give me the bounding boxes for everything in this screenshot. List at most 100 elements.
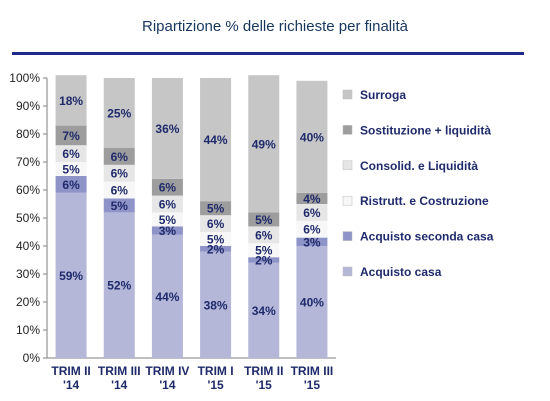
legend-swatch: [342, 231, 353, 241]
data-label: 6%: [303, 223, 321, 237]
bar-segment: [151, 226, 183, 235]
data-label: 6%: [207, 217, 225, 231]
y-tick-label: 100%: [9, 71, 40, 85]
bar-segment: [103, 164, 135, 182]
data-label: 6%: [159, 198, 177, 212]
bar-segment: [55, 145, 87, 162]
data-label: 34%: [252, 304, 276, 318]
bar-segment: [200, 246, 232, 252]
bar-segment: [200, 251, 232, 358]
bar-segment: [200, 78, 232, 202]
legend-label: Acquisto casa: [360, 265, 442, 279]
data-label: 6%: [62, 147, 80, 161]
x-tick-label: TRIM I '15: [198, 364, 234, 392]
data-label: 6%: [159, 181, 177, 195]
bar-segment: [200, 232, 232, 246]
y-axis: 0% 10% 20% 30% 40% 50% 60% 70% 80% 90% 100%: [9, 71, 336, 365]
legend-label: Ristrutt. e Costruzione: [360, 194, 489, 208]
y-tick-label: 80%: [16, 127, 40, 141]
data-label: 6%: [62, 178, 80, 192]
y-tick-label: 90%: [16, 99, 40, 113]
data-label: 3%: [303, 235, 321, 249]
data-label: 40%: [300, 130, 324, 144]
y-tick-label: 50%: [16, 211, 40, 225]
bar-segment: [103, 148, 135, 165]
legend: Surroga Sostituzione + liquidità Consolid.…: [342, 88, 494, 279]
bar-segment: [103, 212, 135, 358]
bar-segment: [296, 192, 328, 204]
bar-segment: [248, 212, 280, 227]
bar-segment: [296, 220, 328, 238]
x-tick-label: TRIM II '15: [244, 364, 283, 392]
bar-segment: [55, 125, 87, 146]
x-tick-label: TRIM II '14: [51, 364, 90, 392]
bar-segment: [103, 181, 135, 199]
data-labels: 59%6%5%6%7%18%52%5%6%6%6%25%44%3%5%6%6%3…: [59, 94, 324, 318]
y-tick-label: 70%: [16, 155, 40, 169]
data-label: 49%: [252, 137, 276, 151]
y-tick-label: 20%: [16, 295, 40, 309]
data-label: 5%: [111, 199, 129, 213]
legend-swatch: [342, 160, 353, 171]
data-label: 6%: [111, 150, 129, 164]
bar-segment: [55, 176, 87, 193]
chart-title: Ripartizione % delle richieste per final…: [142, 18, 408, 35]
data-label: 38%: [204, 298, 228, 312]
y-tick-label: 10%: [16, 323, 40, 337]
data-label: 4%: [303, 192, 321, 206]
data-label: 3%: [159, 224, 177, 238]
data-label: 6%: [255, 228, 273, 242]
bar-segment: [151, 212, 183, 227]
bars: [55, 75, 328, 358]
bar-segment: [296, 246, 328, 358]
bar-segment: [151, 78, 183, 179]
data-label: 36%: [155, 122, 179, 136]
data-label: 18%: [59, 94, 83, 108]
data-label: 7%: [62, 129, 80, 143]
data-label: 5%: [207, 233, 225, 247]
legend-swatch: [342, 125, 353, 135]
bar-segment: [200, 201, 232, 216]
bar-segment: [55, 162, 87, 176]
bar-segment: [103, 198, 135, 213]
data-label: 44%: [155, 290, 179, 304]
bar-segment: [248, 257, 280, 263]
bar-segment: [296, 237, 328, 246]
data-label: 5%: [255, 213, 273, 227]
data-label: 2%: [207, 242, 225, 256]
data-label: 6%: [303, 206, 321, 220]
y-tick-label: 0%: [23, 351, 41, 365]
legend-swatch: [342, 195, 353, 206]
legend-label: Consolid. e Liquidità: [360, 159, 478, 173]
data-label: 59%: [59, 269, 83, 283]
x-tick-label: TRIM IV '14: [145, 364, 189, 392]
bar-segment: [200, 215, 232, 232]
bar-segment: [248, 75, 280, 213]
legend-label: Sostituzione + liquidità: [360, 123, 491, 137]
data-label: 5%: [62, 163, 80, 177]
data-label: 25%: [107, 107, 131, 121]
data-label: 40%: [300, 296, 324, 310]
y-tick-label: 40%: [16, 239, 40, 253]
data-label: 5%: [255, 244, 273, 258]
bar-segment: [248, 243, 280, 258]
data-label: 6%: [111, 184, 129, 198]
bar-segment: [151, 178, 183, 196]
bar-segment: [151, 195, 183, 213]
bar-segment: [151, 234, 183, 358]
y-tick-label: 60%: [16, 183, 40, 197]
bar-segment: [296, 204, 328, 221]
bar-segment: [55, 75, 87, 126]
bar-segment: [248, 262, 280, 358]
x-tick-label: TRIM III '14: [98, 364, 141, 392]
bar-segment: [55, 192, 87, 358]
legend-label: Surroga: [360, 88, 406, 102]
title-divider: [12, 52, 524, 55]
data-label: 6%: [111, 167, 129, 181]
bar-segment: [103, 78, 135, 148]
data-label: 52%: [107, 279, 131, 293]
legend-swatch: [342, 89, 353, 100]
data-label: 5%: [159, 213, 177, 227]
